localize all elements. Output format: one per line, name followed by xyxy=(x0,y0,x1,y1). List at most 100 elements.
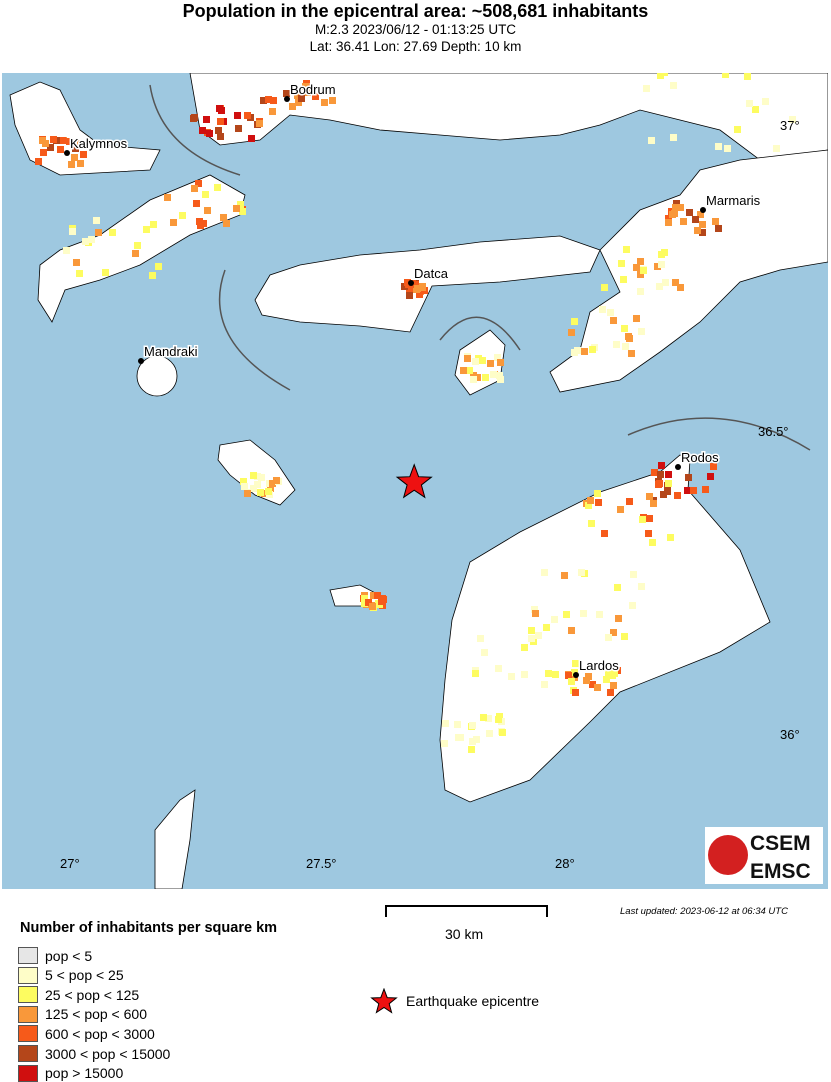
population-cell xyxy=(470,372,477,379)
population-cell xyxy=(234,112,241,119)
population-cell xyxy=(589,346,596,353)
population-cell xyxy=(295,99,302,106)
population-cell xyxy=(621,633,628,640)
legend-label: pop < 5 xyxy=(45,947,93,964)
population-cell xyxy=(361,595,368,602)
population-cell xyxy=(637,271,644,278)
population-cell xyxy=(621,325,628,332)
epicentre-star-icon xyxy=(395,463,433,499)
legend-item: 25 < pop < 125 xyxy=(18,986,139,1004)
population-cell xyxy=(623,246,630,253)
population-cell xyxy=(497,359,504,366)
legend-swatch xyxy=(18,1025,38,1043)
population-cell xyxy=(460,367,467,374)
lon-tick-label: 28° xyxy=(555,856,575,871)
population-cell xyxy=(365,599,372,606)
population-cell xyxy=(191,185,198,192)
population-cell xyxy=(551,616,558,623)
population-cell xyxy=(640,267,647,274)
population-cell xyxy=(773,145,780,152)
epicentre-legend: Earthquake epicentre xyxy=(370,988,539,1014)
population-cell xyxy=(406,286,413,293)
population-cell xyxy=(298,95,305,102)
population-cell xyxy=(580,610,587,617)
population-cell xyxy=(618,260,625,267)
population-cell xyxy=(528,635,535,642)
place-label: Rodos xyxy=(681,450,719,465)
fault-lines xyxy=(149,84,811,451)
turkey-marmaris xyxy=(549,149,828,393)
datca-peninsula xyxy=(254,235,601,333)
population-cell xyxy=(195,180,202,187)
population-cell xyxy=(685,474,692,481)
population-cell xyxy=(565,672,572,679)
population-cell xyxy=(257,489,264,496)
population-cell xyxy=(419,283,426,290)
population-cell xyxy=(239,208,246,215)
population-cell xyxy=(217,118,224,125)
population-cell xyxy=(260,97,267,104)
population-cell xyxy=(664,488,671,495)
population-cell xyxy=(673,200,680,207)
population-cell xyxy=(686,209,693,216)
population-cell xyxy=(441,740,448,747)
population-cell xyxy=(132,250,139,257)
population-cell xyxy=(248,135,255,142)
population-cell xyxy=(699,229,706,236)
population-cell xyxy=(521,671,528,678)
population-cell xyxy=(545,670,552,677)
population-cell xyxy=(607,309,614,316)
legend-label: 125 < pop < 600 xyxy=(45,1006,147,1023)
population-cell xyxy=(378,598,385,605)
population-cell xyxy=(677,204,684,211)
population-cell xyxy=(684,487,691,494)
population-cell xyxy=(76,270,83,277)
population-cell xyxy=(68,161,75,168)
population-cell xyxy=(454,721,461,728)
population-cell xyxy=(265,96,272,103)
population-cell xyxy=(692,216,699,223)
population-cell xyxy=(568,678,575,685)
population-cell xyxy=(442,720,449,727)
place-labels: Bodrum Kalymnos Marmaris Datca Mandraki Rodos… xyxy=(64,81,762,678)
legend-item: 600 < pop < 3000 xyxy=(18,1025,155,1043)
population-cell xyxy=(416,291,423,298)
population-cell xyxy=(563,611,570,618)
legend-item: pop > 15000 xyxy=(18,1064,123,1082)
population-cell xyxy=(661,249,668,256)
lat-tick-label: 37° xyxy=(780,118,800,133)
population-cell xyxy=(633,264,640,271)
population-cell xyxy=(250,472,257,479)
population-cell xyxy=(665,215,672,222)
population-cell xyxy=(629,602,636,609)
population-cell xyxy=(601,284,608,291)
population-cell xyxy=(270,97,277,104)
legend-item: pop < 5 xyxy=(18,947,92,964)
population-cell xyxy=(674,492,681,499)
population-cell xyxy=(607,689,614,696)
population-cell xyxy=(672,204,679,211)
population-cell xyxy=(752,106,759,113)
population-cell xyxy=(218,107,225,114)
last-updated: Last updated: 2023-06-12 at 06:34 UTC xyxy=(620,906,788,917)
legend-item: 125 < pop < 600 xyxy=(18,1005,147,1023)
legend-swatch xyxy=(18,966,38,984)
population-cell xyxy=(412,281,419,288)
population-cell xyxy=(665,219,672,226)
population-cell xyxy=(369,603,376,610)
population-cell xyxy=(250,485,257,492)
population-cell xyxy=(155,263,162,270)
lon-tick-label: 27° xyxy=(60,856,80,871)
population-cell xyxy=(610,317,617,324)
population-cell xyxy=(585,673,592,680)
population-cell xyxy=(244,490,251,497)
population-cell xyxy=(233,205,240,212)
population-cell xyxy=(283,90,290,97)
population-cell xyxy=(66,138,73,145)
star-icon xyxy=(370,988,398,1014)
population-cell xyxy=(481,649,488,656)
population-cell xyxy=(657,471,664,478)
population-cell xyxy=(656,480,663,487)
population-cell xyxy=(605,669,612,676)
population-cell xyxy=(615,615,622,622)
